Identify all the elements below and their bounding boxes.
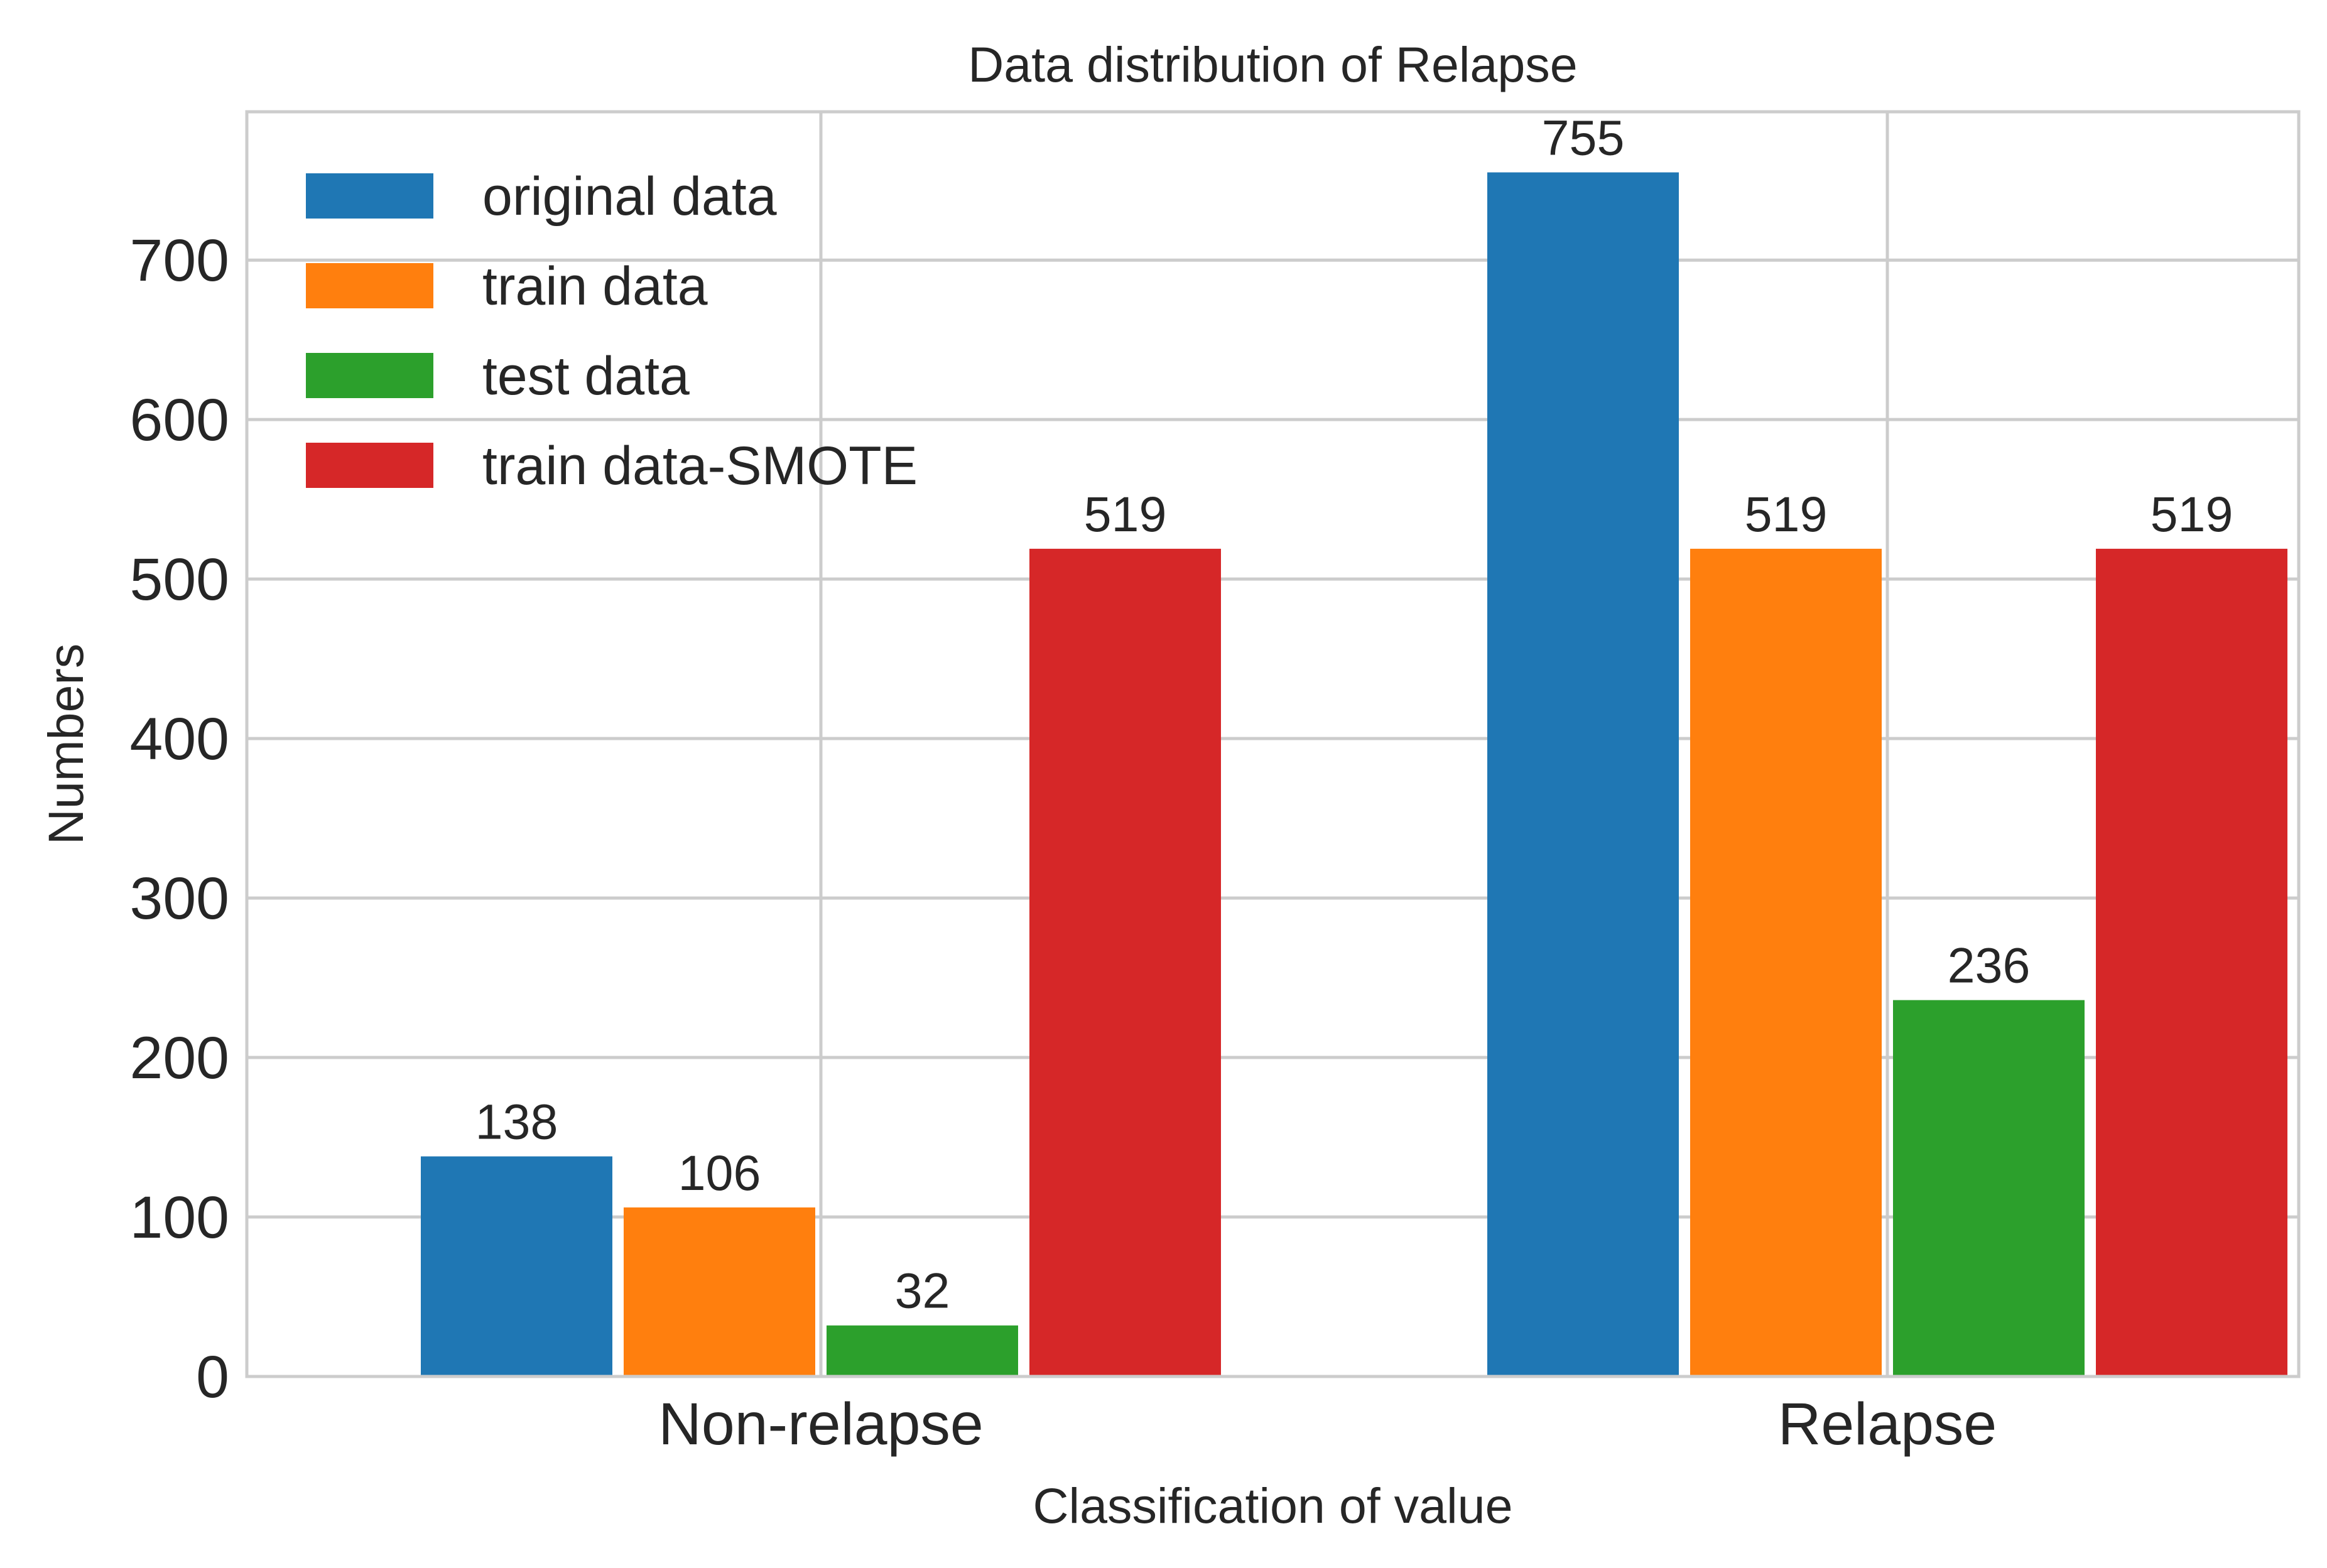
bar-value-label: 755 [1542,110,1625,166]
x-tick-label: Non-relapse [658,1391,984,1457]
bar-value-label: 106 [678,1145,761,1201]
y-tick-label: 100 [129,1184,229,1251]
legend-swatch [306,353,433,398]
legend-label: original data [482,166,777,227]
bar [2096,548,2287,1376]
bars [421,172,2287,1376]
legend-label: train data [482,256,708,316]
legend-label: train data-SMOTE [482,436,918,496]
y-tick-label: 200 [129,1025,229,1091]
bar [1893,1000,2085,1376]
bar-value-label: 236 [1948,938,2031,993]
legend: original data train data test data train da… [306,166,918,496]
bar [421,1156,612,1376]
bar-value-label: 32 [895,1263,950,1319]
axis-ticks: 0 100 200 300 400 500 600 700 Non-relapse Relapse [129,227,1997,1457]
bar-value-label: 519 [1084,486,1167,542]
y-tick-label: 700 [129,227,229,294]
plot-frame [245,110,2301,1378]
x-tick-label: Relapse [1778,1391,1997,1457]
data-labels: 138 755 106 519 32 236 519 519 [475,110,2233,1319]
legend-swatch [306,173,433,219]
bar-value-label: 519 [2151,486,2233,542]
legend-swatch [306,263,433,308]
gridlines [247,112,2299,1378]
bar [1690,548,1882,1376]
y-tick-label: 500 [129,546,229,613]
legend-swatch [306,443,433,488]
chart-title: Data distribution of Relapse [968,36,1578,92]
bar [1029,548,1221,1376]
bar [827,1325,1018,1376]
y-tick-label: 0 [196,1344,229,1410]
x-axis-title: Classification of value [1033,1478,1512,1533]
y-tick-label: 400 [129,706,229,772]
legend-label: test data [482,346,690,406]
y-axis-title: Numbers [38,644,94,845]
bar-value-label: 138 [475,1094,558,1150]
bar-value-label: 519 [1745,486,1828,542]
bar [624,1207,815,1376]
bar [1487,172,1679,1376]
y-tick-label: 300 [129,865,229,932]
y-tick-label: 600 [129,387,229,453]
